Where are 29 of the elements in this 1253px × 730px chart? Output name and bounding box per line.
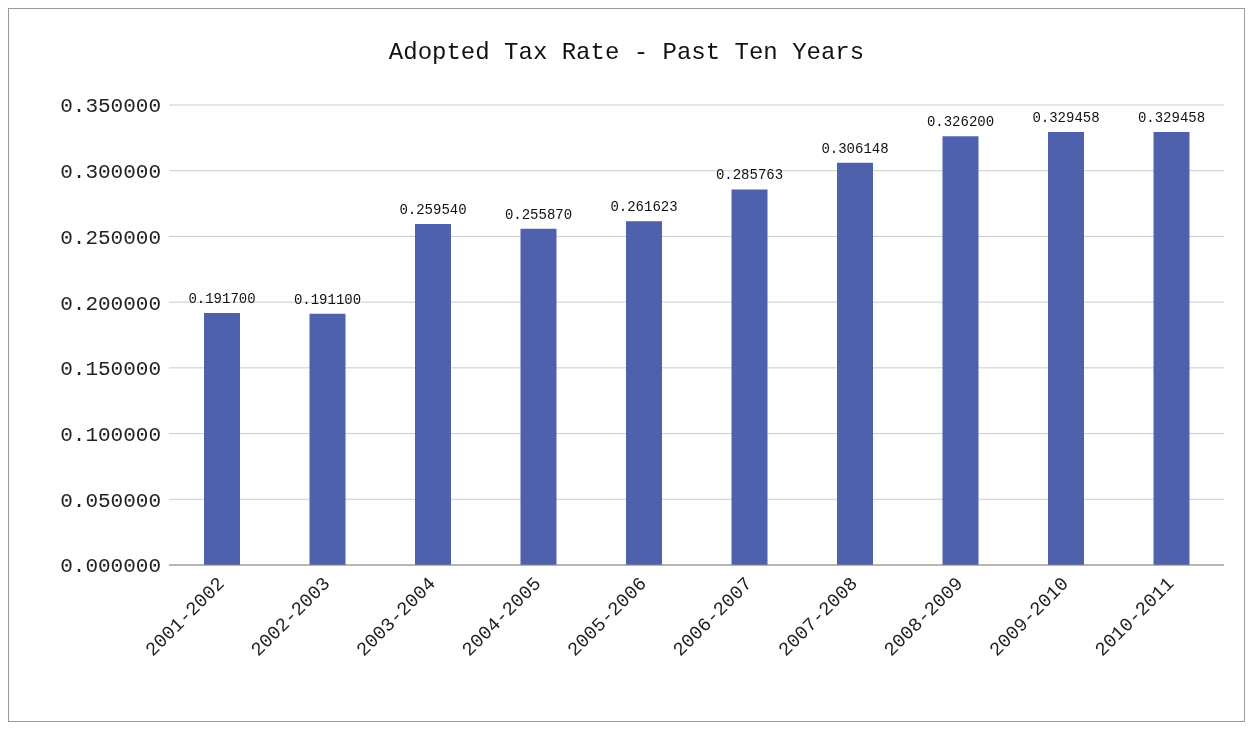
chart-title: Adopted Tax Rate - Past Ten Years [387,39,866,68]
bar [731,189,768,565]
data-label: 0.326200 [926,114,995,131]
y-tick-label: 0.050000 [60,489,161,513]
bar [942,136,979,565]
bar [309,313,346,565]
y-tick-label: 0.100000 [60,424,161,448]
data-label: 0.261623 [610,199,678,216]
data-label: 0.285763 [715,167,784,184]
y-tick-label: 0.000000 [60,555,161,579]
data-label: 0.329458 [1032,110,1100,126]
bar [204,313,240,565]
y-tick-label: 0.150000 [60,358,161,382]
bar [837,162,873,565]
bar [1153,132,1190,565]
y-tick-label: 0.200000 [60,292,161,316]
y-tick-label: 0.300000 [60,161,161,185]
data-label: 0.306148 [821,140,889,157]
data-label: 0.191100 [293,291,362,308]
y-tick-label: 0.350000 [60,95,161,119]
bar [1048,132,1084,565]
bar [520,228,557,565]
y-tick-label: 0.250000 [60,226,161,250]
bar [626,221,662,565]
data-label: 0.259540 [399,201,467,218]
data-label: 0.255870 [504,206,573,223]
data-label: 0.191700 [188,291,256,308]
bar [415,223,451,565]
data-label: 0.329458 [1137,110,1206,126]
